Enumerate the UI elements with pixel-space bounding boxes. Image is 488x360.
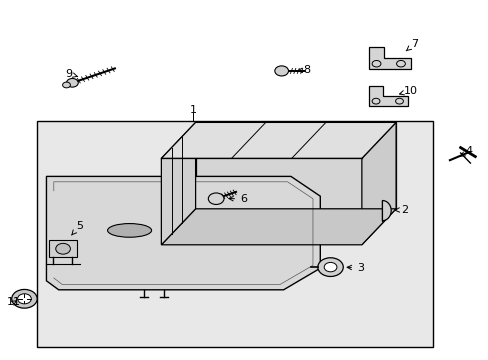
Circle shape <box>317 258 343 276</box>
Circle shape <box>18 294 31 304</box>
Text: 6: 6 <box>228 194 246 204</box>
Ellipse shape <box>107 224 151 237</box>
Circle shape <box>56 243 70 254</box>
Text: 9: 9 <box>65 69 78 79</box>
Polygon shape <box>368 47 410 69</box>
Polygon shape <box>361 122 395 245</box>
Circle shape <box>208 193 224 204</box>
Polygon shape <box>368 86 407 106</box>
Polygon shape <box>46 176 320 290</box>
Text: 2: 2 <box>394 204 407 215</box>
Bar <box>49 240 77 257</box>
Text: 5: 5 <box>71 221 83 235</box>
Polygon shape <box>161 122 195 245</box>
Text: 10: 10 <box>399 86 417 96</box>
Polygon shape <box>382 201 390 221</box>
Polygon shape <box>195 122 395 209</box>
Polygon shape <box>161 122 395 158</box>
Text: 3: 3 <box>346 263 363 273</box>
Circle shape <box>66 78 78 87</box>
Circle shape <box>62 82 70 88</box>
Text: 1: 1 <box>189 105 196 115</box>
Circle shape <box>324 262 336 272</box>
Bar <box>37 121 432 347</box>
Polygon shape <box>161 209 395 245</box>
Text: 4: 4 <box>460 146 472 156</box>
Text: 11: 11 <box>7 297 20 307</box>
Text: 7: 7 <box>406 39 417 51</box>
Circle shape <box>12 289 37 308</box>
Circle shape <box>274 66 288 76</box>
Text: 8: 8 <box>297 65 310 75</box>
